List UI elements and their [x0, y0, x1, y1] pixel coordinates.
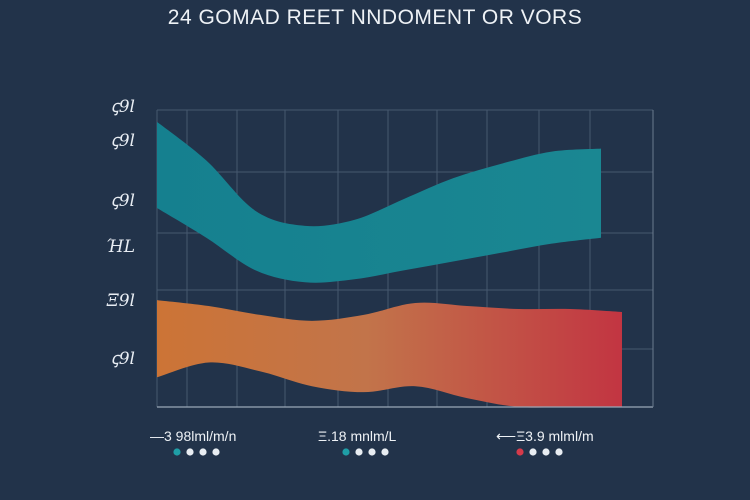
legend-label: —3 98lml/m/n: [150, 428, 236, 444]
legend: —3 98lml/m/n Ξ.18 mnlm/L ⟵Ξ3.9 mlml/m: [150, 428, 594, 456]
y-tick-label: ΉL: [106, 237, 135, 257]
series-area-orange: [157, 300, 622, 408]
y-tick-labels: ꞔ9l ꞔ9l ꞔ9l ΉL Ξ9l ꞔ9l: [106, 97, 135, 369]
y-tick-label: ꞔ9l: [111, 97, 135, 117]
series-area-teal: [157, 121, 601, 283]
legend-dot: [368, 448, 376, 456]
y-tick-label: ꞔ9l: [111, 131, 135, 151]
legend-label: ⟵Ξ3.9 mlml/m: [496, 428, 594, 444]
legend-dot: [529, 448, 537, 456]
legend-dot: [542, 448, 550, 456]
legend-dot: [355, 448, 363, 456]
legend-swatch-dot: [516, 448, 524, 456]
legend-dot: [212, 448, 220, 456]
series-areas: [157, 121, 622, 408]
legend-dot: [555, 448, 563, 456]
y-tick-label: Ξ9l: [106, 291, 135, 311]
legend-swatch-dot: [342, 448, 350, 456]
legend-swatch-dot: [173, 448, 181, 456]
y-tick-label: ꞔ9l: [111, 349, 135, 369]
y-tick-label: ꞔ9l: [111, 191, 135, 211]
legend-label: Ξ.18 mnlm/L: [318, 428, 397, 444]
legend-dot: [381, 448, 389, 456]
legend-dot: [186, 448, 194, 456]
axes: [157, 110, 654, 408]
chart-title: 24 GOMAD REET NNDOMENT OR VORS: [167, 6, 583, 29]
legend-dot: [199, 448, 207, 456]
